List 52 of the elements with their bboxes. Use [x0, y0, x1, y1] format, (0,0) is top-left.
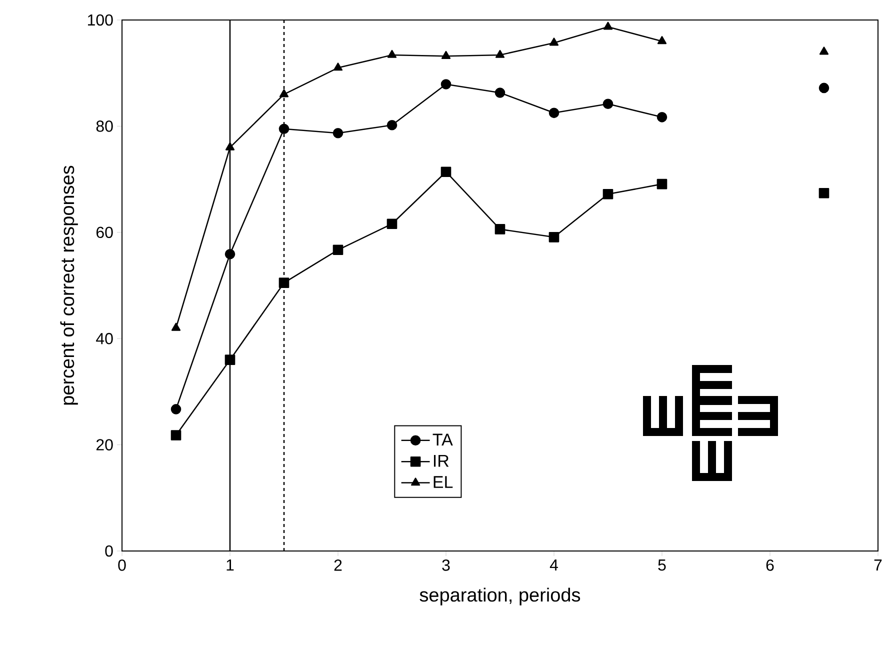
point	[495, 50, 505, 58]
point	[818, 82, 830, 94]
point	[170, 404, 182, 414]
point	[224, 249, 236, 260]
point	[656, 112, 668, 122]
point	[386, 120, 398, 130]
point	[332, 244, 344, 256]
x-tick-label: 1	[226, 560, 234, 571]
y-tick-label: 60	[96, 226, 113, 238]
x-tick-label: 4	[550, 560, 558, 571]
y-axis-title: percent of correct responses	[60, 166, 78, 405]
point	[494, 224, 506, 234]
point	[656, 178, 668, 190]
x-tick-label: 3	[442, 560, 450, 571]
legend-label: TA	[432, 434, 453, 446]
x-tick-label: 5	[658, 560, 666, 571]
point	[225, 142, 235, 150]
point	[386, 218, 398, 230]
point	[441, 50, 451, 59]
y-tick-label: 40	[96, 332, 113, 344]
point	[170, 430, 182, 440]
x-tick-label: 6	[766, 560, 774, 571]
legend-label: IR	[434, 454, 449, 467]
point	[440, 79, 452, 90]
point	[332, 128, 344, 138]
point	[818, 188, 830, 198]
point	[387, 50, 397, 58]
point	[549, 38, 559, 46]
x-tick-label: 2	[334, 560, 342, 571]
legend-label: EL	[434, 476, 453, 488]
x-tick-label: 0	[118, 560, 126, 571]
point	[333, 62, 343, 71]
point	[494, 88, 506, 98]
point	[440, 166, 452, 178]
point	[224, 354, 236, 365]
point	[602, 98, 614, 110]
y-tick-label: 100	[88, 14, 113, 26]
point	[657, 36, 667, 44]
x-tick-label: 7	[874, 560, 882, 571]
point	[819, 46, 829, 55]
point	[548, 108, 560, 118]
y-tick-label: 20	[96, 439, 113, 450]
point	[548, 232, 560, 242]
y-tick-label: 0	[105, 545, 113, 557]
point	[278, 278, 290, 288]
x-axis-title: separation, periods	[420, 588, 580, 606]
y-tick-label: 80	[96, 120, 113, 132]
point	[279, 89, 289, 98]
point	[603, 22, 613, 30]
point	[602, 189, 614, 200]
point	[278, 124, 290, 134]
point	[171, 322, 181, 331]
